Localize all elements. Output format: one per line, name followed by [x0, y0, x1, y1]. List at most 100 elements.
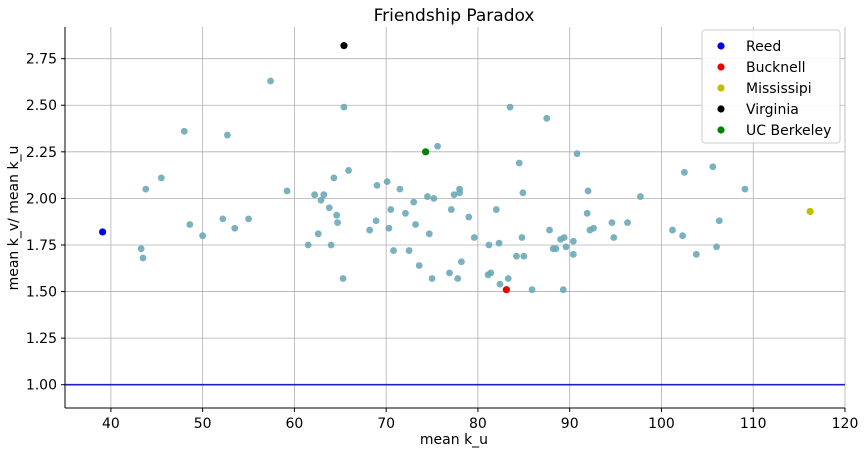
legend-label-virginia: Virginia [746, 102, 799, 118]
data-point [513, 252, 520, 260]
data-point [454, 275, 462, 282]
data-point [142, 185, 150, 193]
data-point [385, 224, 393, 232]
axes-layer [61, 27, 846, 412]
legend-marker-virginia [717, 105, 725, 113]
data-point [333, 211, 341, 219]
data-point [373, 181, 381, 189]
data-point [519, 189, 527, 197]
data-point [219, 215, 227, 223]
data-point [180, 127, 188, 135]
data-point [528, 286, 536, 294]
data-point [327, 241, 335, 249]
legend: Reed Bucknell Mississipi Virginia UC Berkele… [701, 29, 841, 144]
highlight-point-bucknell [502, 286, 510, 294]
data-point [636, 193, 644, 200]
data-point [624, 219, 631, 227]
legend-label-uc-berkeley: UC Berkeley [746, 123, 831, 139]
x-tick-labels: 40 50 60 70 80 90 100 110 120 [102, 416, 858, 432]
highlighted-points-layer [99, 42, 814, 294]
legend-label-mississipi: Mississipi [746, 81, 812, 97]
data-point [267, 77, 274, 85]
data-point [504, 275, 512, 282]
data-point [713, 243, 720, 251]
x-tick-label: 100 [648, 416, 675, 432]
x-tick-label: 80 [469, 416, 487, 432]
data-point [396, 185, 404, 193]
data-point [465, 213, 473, 221]
data-point [383, 178, 391, 186]
points-layer [137, 77, 749, 294]
data-point [552, 245, 560, 253]
data-point [311, 191, 318, 199]
legend-label-reed: Reed [746, 39, 781, 55]
data-point [157, 174, 165, 182]
data-point [199, 232, 207, 240]
data-point [543, 114, 551, 122]
data-point [224, 131, 231, 139]
data-point [390, 247, 397, 254]
y-tick-label: 1.75 [26, 238, 57, 254]
data-point [320, 191, 328, 199]
y-tick-label: 2.75 [26, 52, 57, 68]
y-tick-label: 1.25 [26, 331, 57, 347]
data-point [583, 209, 591, 217]
data-point [402, 209, 409, 217]
legend-marker-uc-berkeley [717, 126, 725, 134]
y-tick-label: 1.00 [26, 378, 57, 394]
data-point [304, 241, 312, 249]
y-tick-label: 2.50 [26, 98, 57, 114]
y-axis-label: mean k_v/ mean k_u [6, 146, 22, 291]
x-axis-label: mean k_u [420, 432, 488, 448]
data-point [569, 250, 577, 258]
data-point [520, 252, 528, 260]
data-point [610, 234, 618, 241]
data-point [430, 195, 438, 202]
data-point [546, 226, 553, 234]
data-point [330, 174, 338, 182]
data-point [412, 221, 419, 228]
data-point [584, 187, 592, 195]
data-point [456, 185, 463, 193]
data-point [669, 226, 676, 234]
data-point [573, 150, 581, 158]
x-tick-label: 50 [194, 416, 212, 432]
data-point [314, 230, 322, 238]
data-point [715, 217, 723, 225]
data-point [137, 245, 145, 253]
data-point [428, 275, 436, 282]
data-point [515, 159, 523, 167]
data-point [562, 243, 570, 251]
data-point [492, 206, 500, 213]
data-point [405, 247, 413, 254]
y-tick-label: 2.25 [26, 145, 57, 161]
data-point [345, 167, 352, 174]
y-tick-labels: 1.00 1.25 1.50 1.75 2.00 2.25 2.50 2.75 [26, 52, 57, 394]
data-point [325, 204, 333, 212]
data-point [458, 258, 465, 266]
legend-label-bucknell: Bucknell [746, 60, 806, 76]
data-point [317, 196, 325, 204]
data-point [709, 163, 717, 171]
data-point [485, 241, 493, 249]
data-point [415, 262, 423, 269]
y-tick-label: 2.00 [26, 191, 57, 207]
highlight-point-uc-berkeley [422, 148, 430, 156]
data-point [366, 226, 374, 234]
x-tick-label: 60 [285, 416, 303, 432]
data-point [334, 219, 341, 227]
data-point [231, 224, 239, 232]
data-point [608, 219, 616, 227]
data-point [692, 250, 700, 258]
data-point [506, 103, 514, 111]
data-point [283, 187, 291, 195]
x-tick-label: 120 [832, 416, 859, 432]
data-point [447, 206, 455, 213]
data-point [741, 185, 749, 193]
data-point [425, 230, 433, 238]
data-point [679, 232, 686, 240]
data-point [569, 237, 577, 245]
x-tick-label: 70 [377, 416, 395, 432]
highlight-point-reed [99, 228, 107, 236]
x-tick-label: 90 [561, 416, 579, 432]
